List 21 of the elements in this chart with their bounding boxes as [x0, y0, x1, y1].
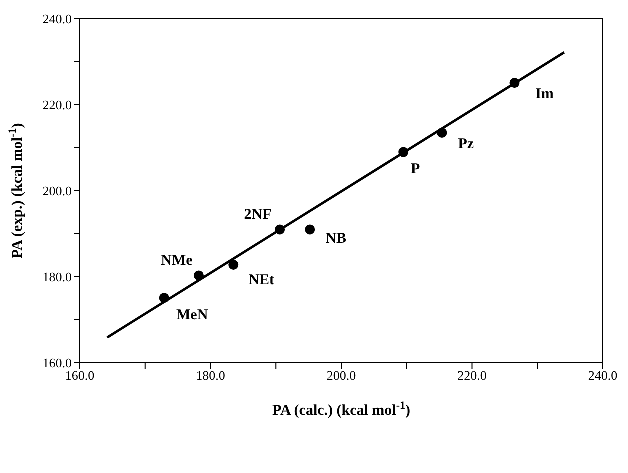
- point: [305, 224, 316, 235]
- annotation: P: [411, 162, 420, 178]
- annotation: NEt: [248, 272, 275, 288]
- y-tick-label: 240.0: [42, 12, 72, 27]
- y-tick-label: 180.0: [42, 270, 72, 285]
- x-tick-label: 180.0: [196, 368, 226, 384]
- annotation: 2NF: [244, 207, 272, 224]
- y-tick-label: 200.0: [42, 184, 72, 199]
- annotation: MeN: [176, 308, 208, 324]
- annotation: NMe: [161, 253, 194, 270]
- y-tick-label: 220.0: [42, 98, 72, 113]
- annotation: NB: [326, 231, 347, 248]
- y-tick-label: 160.0: [42, 356, 72, 371]
- point: [228, 260, 239, 270]
- x-tick-label: 240.0: [588, 368, 618, 384]
- annotation: Pz: [458, 136, 474, 152]
- x-axis-title: PA (calc.) (kcal mol$^{-1}$): [272, 400, 411, 419]
- annotation: Im: [536, 86, 554, 103]
- x-tick-label: 200.0: [326, 368, 356, 384]
- x-tick-label: 160.0: [65, 368, 95, 384]
- x-tick-label: 220.0: [458, 368, 487, 384]
